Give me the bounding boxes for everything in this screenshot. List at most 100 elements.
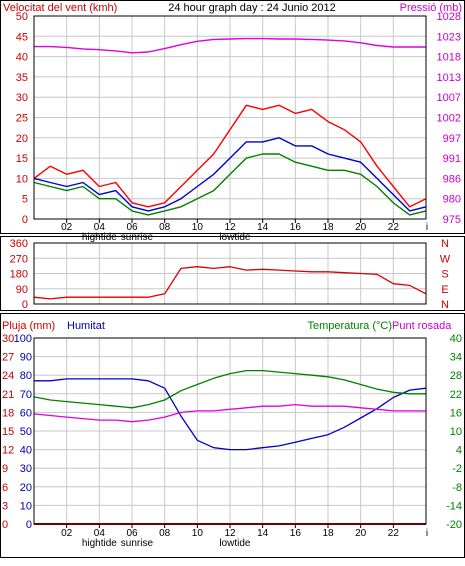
y-tick-label-compass: N	[441, 299, 449, 311]
y-tick-label-compass: E	[441, 284, 448, 296]
x-end-tick-label: i	[426, 222, 428, 233]
x-tick-label: 02	[61, 528, 73, 539]
y-tick-label-humidity: 70	[20, 389, 32, 401]
x-tick-label: 22	[388, 222, 400, 233]
series-dewpoint	[33, 403, 426, 423]
event-label: lowtide	[219, 232, 251, 243]
x-tick-label: 08	[159, 528, 171, 539]
y-tick-label-wind: 15	[16, 153, 28, 165]
temperature-axis-label: Temperatura (°C)	[308, 320, 392, 332]
y-tick-label-temperature: 10	[450, 426, 462, 438]
event-label: sunrise	[121, 232, 154, 243]
y-tick-label-rain: 3	[2, 500, 8, 512]
x-tick-label: 12	[224, 528, 236, 539]
y-tick-label-humidity: 90	[20, 352, 32, 364]
wind-direction-plot-area	[33, 242, 427, 305]
series-average	[33, 137, 427, 212]
chart-title: 24 hour graph day : 24 Junio 2012	[168, 2, 336, 14]
y-tick-label-rain: 9	[2, 463, 8, 475]
wind-pressure-panel: Velocitat del vent (kmh) 24 hour graph d…	[0, 0, 465, 243]
x-tick-label: 18	[322, 528, 334, 539]
y-tick-label-pressure: 991	[443, 153, 461, 165]
x-end-tick-label: i	[426, 528, 428, 539]
x-tick-label: 14	[257, 528, 269, 539]
y-tick-label-wind: 10	[16, 173, 28, 185]
y-tick-label-temperature: 40	[450, 333, 462, 345]
y-tick-label-temperature: -20	[446, 519, 462, 531]
y-tick-label-rain: 15	[2, 426, 14, 438]
y-tick-label-rain: 27	[2, 352, 14, 364]
x-tick-label: 10	[192, 528, 204, 539]
wind-speed-axis-label: Velocitat del vent (kmh)	[3, 2, 117, 14]
y-tick-label-temperature: -8	[452, 482, 462, 494]
series-low	[33, 153, 427, 216]
humidity-axis-label: Humitat	[67, 320, 105, 332]
x-tick-label: 20	[355, 222, 367, 233]
y-tick-label-rain: 30	[2, 333, 14, 345]
x-tick-label: 04	[94, 222, 106, 233]
y-tick-label-pressure: 986	[443, 173, 461, 185]
y-tick-label-rain: 24	[2, 370, 14, 382]
y-tick-label-temperature: -2	[452, 463, 462, 475]
y-tick-label-wind: 5	[22, 194, 28, 206]
y-tick-label-pressure: 997	[443, 133, 461, 145]
y-tick-label-rain: 12	[2, 445, 14, 457]
series-direction	[33, 266, 427, 300]
x-tick-label: 08	[159, 222, 171, 233]
y-tick-label-rain: 18	[2, 407, 14, 419]
x-tick-label: 22	[388, 528, 400, 539]
rain-axis-label: Pluja (mm)	[2, 320, 55, 332]
x-tick-label: 16	[290, 222, 302, 233]
y-tick-label-humidity: 20	[20, 482, 32, 494]
y-tick-label-humidity: 60	[20, 407, 32, 419]
y-tick-label-rain: 0	[2, 519, 8, 531]
y-tick-label-pressure: 1002	[437, 113, 461, 125]
x-tick-label: 20	[355, 528, 367, 539]
event-label: lowtide	[219, 538, 251, 549]
y-tick-label-direction: 360	[10, 238, 28, 250]
y-tick-label-humidity: 100	[14, 333, 32, 345]
pressure-axis-label: Pressió (mb)	[400, 2, 462, 14]
y-tick-label-pressure: 1007	[437, 92, 461, 104]
y-tick-label-humidity: 10	[20, 500, 32, 512]
y-tick-label-humidity: 0	[26, 519, 32, 531]
y-tick-label-temperature: -14	[446, 500, 462, 512]
event-label: hightide	[82, 232, 117, 243]
y-tick-label-pressure: 1023	[437, 31, 461, 43]
y-tick-label-humidity: 50	[20, 426, 32, 438]
y-tick-label-temperature: 4	[456, 445, 462, 457]
dewpoint-axis-label: Punt rosada	[392, 320, 452, 332]
y-tick-label-direction: 90	[16, 284, 28, 296]
x-tick-label: 02	[61, 222, 73, 233]
series-temperature	[33, 369, 426, 409]
series-humidity	[34, 378, 427, 451]
x-tick-label: 04	[94, 528, 106, 539]
y-tick-label-temperature: 22	[450, 389, 462, 401]
y-tick-label-wind: 35	[16, 72, 28, 84]
y-tick-label-pressure: 980	[443, 194, 461, 206]
x-tick-label: 18	[322, 222, 334, 233]
x-tick-label: 14	[257, 222, 269, 233]
y-tick-label-pressure: 975	[443, 214, 461, 226]
x-tick-label: 06	[126, 528, 138, 539]
y-tick-label-compass: S	[441, 269, 448, 281]
y-tick-label-pressure: 1013	[437, 72, 461, 84]
y-tick-label-compass: W	[440, 253, 451, 265]
y-tick-label-wind: 50	[16, 11, 28, 23]
y-tick-label-wind: 25	[16, 113, 28, 125]
y-tick-label-rain: 21	[2, 389, 14, 401]
y-tick-label-humidity: 40	[20, 445, 32, 457]
y-tick-label-humidity: 30	[20, 463, 32, 475]
event-label: hightide	[82, 538, 117, 549]
x-tick-label: 16	[290, 528, 302, 539]
y-tick-label-compass: N	[441, 238, 449, 250]
y-tick-label-direction: 180	[10, 269, 28, 281]
series-pressure	[34, 37, 426, 54]
y-tick-label-wind: 45	[16, 31, 28, 43]
temperature-humidity-panel: Pluja (mm) Humitat Temperatura (°C) Punt…	[0, 313, 465, 558]
y-tick-label-temperature: 16	[450, 407, 462, 419]
x-tick-label: 10	[192, 222, 204, 233]
y-tick-label-pressure: 1028	[437, 11, 461, 23]
